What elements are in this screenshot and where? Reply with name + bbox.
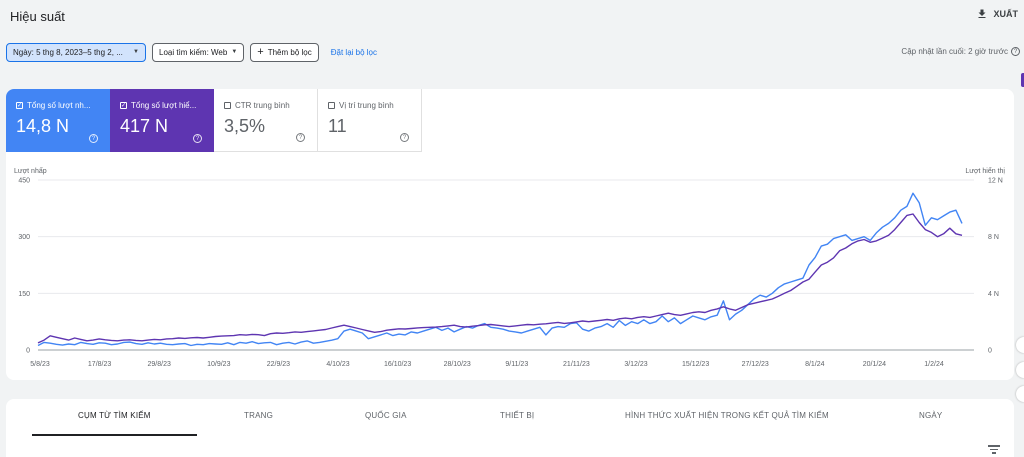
filter-list-icon[interactable] bbox=[988, 445, 1000, 456]
x-tick-label: 9/11/23 bbox=[505, 361, 528, 368]
metric-average-ctr[interactable]: CTR trung bình 3,5% ? bbox=[214, 89, 318, 152]
metric-cards: ✓ Tổng số lượt nh... 14,8 N ? ✓ Tổng số lư… bbox=[6, 89, 422, 152]
date-filter-chip[interactable]: Ngày: 5 thg 8, 2023–5 thg 2, ... ▼ bbox=[6, 42, 146, 62]
performance-card: Lượt nhấp Lượt hiển thị 450 12 N 300 8 N 150 4 … bbox=[6, 89, 1014, 380]
help-icon[interactable]: ? bbox=[296, 133, 305, 142]
checkbox-checked-icon[interactable]: ✓ bbox=[16, 102, 23, 109]
filter-bar: Ngày: 5 thg 8, 2023–5 thg 2, ... ▼ Loại … bbox=[6, 42, 377, 62]
metric-value: 3,5% bbox=[224, 116, 266, 136]
add-filter-button[interactable]: + Thêm bộ lọc bbox=[250, 42, 319, 62]
help-icon[interactable]: ? bbox=[400, 133, 409, 142]
side-action-button[interactable] bbox=[1016, 362, 1024, 378]
metric-label: Vị trí trung bình bbox=[339, 101, 394, 110]
add-filter-label: Thêm bộ lọc bbox=[267, 47, 312, 57]
metric-total-impressions[interactable]: ✓ Tổng số lượt hiể... 417 N ? bbox=[110, 89, 214, 152]
x-tick-label: 3/12/23 bbox=[624, 361, 647, 368]
active-tab-indicator bbox=[32, 434, 197, 436]
tab-queries[interactable]: CỤM TỪ TÌM KIẾM bbox=[78, 411, 151, 420]
metric-total-clicks[interactable]: ✓ Tổng số lượt nh... 14,8 N ? bbox=[6, 89, 110, 152]
x-tick-label: 28/10/23 bbox=[444, 361, 471, 368]
x-tick-label: 8/1/24 bbox=[805, 361, 825, 368]
y-tick-label-right: 0 bbox=[988, 348, 992, 355]
y-tick-label-right: 8 N bbox=[988, 234, 999, 241]
metric-label: CTR trung bình bbox=[235, 101, 290, 110]
search-type-chip[interactable]: Loại tìm kiếm: Web ▼ bbox=[152, 42, 245, 62]
reset-filters-link[interactable]: Đặt lại bộ lọc bbox=[330, 47, 377, 57]
checkbox-checked-icon[interactable]: ✓ bbox=[120, 102, 127, 109]
export-button[interactable]: XUẤT bbox=[976, 8, 1019, 20]
metric-label: Tổng số lượt nh... bbox=[27, 101, 91, 110]
x-tick-label: 4/10/23 bbox=[326, 361, 349, 368]
x-tick-label: 29/8/23 bbox=[148, 361, 171, 368]
y-tick-label-left: 300 bbox=[18, 234, 30, 241]
x-tick-label: 10/9/23 bbox=[207, 361, 230, 368]
x-tick-label: 1/2/24 bbox=[924, 361, 944, 368]
y-tick-label-right: 4 N bbox=[988, 291, 999, 298]
performance-chart: Lượt nhấp Lượt hiển thị 450 12 N 300 8 N 150 4 … bbox=[14, 166, 1005, 368]
caret-down-icon: ▼ bbox=[231, 49, 238, 55]
plus-icon: + bbox=[257, 45, 264, 58]
tab-countries[interactable]: QUỐC GIA bbox=[365, 411, 407, 420]
help-icon[interactable]: ? bbox=[193, 134, 202, 143]
dimension-tabs: CỤM TỪ TÌM KIẾM TRANG QUỐC GIA THIẾT BỊ … bbox=[6, 399, 1014, 457]
x-tick-label: 17/8/23 bbox=[88, 361, 111, 368]
help-icon[interactable]: ? bbox=[89, 134, 98, 143]
y-tick-label-left: 150 bbox=[18, 291, 30, 298]
metric-value: 11 bbox=[328, 116, 347, 136]
metric-average-position[interactable]: Vị trí trung bình 11 ? bbox=[318, 89, 422, 152]
tab-pages[interactable]: TRANG bbox=[244, 411, 273, 420]
tab-devices[interactable]: THIẾT BỊ bbox=[500, 411, 535, 420]
last-update-text: Cập nhật lần cuối: 2 giờ trước bbox=[901, 47, 1008, 56]
tab-dates[interactable]: NGÀY bbox=[919, 411, 943, 420]
page-title: Hiệu suất bbox=[10, 8, 65, 24]
y-tick-label-left: 450 bbox=[18, 178, 30, 185]
download-icon bbox=[978, 9, 985, 18]
x-tick-label: 22/9/23 bbox=[267, 361, 290, 368]
metric-label: Tổng số lượt hiể... bbox=[131, 101, 197, 110]
y-tick-label-left: 0 bbox=[26, 348, 30, 355]
clicks-series-line bbox=[37, 192, 963, 347]
help-icon[interactable]: ? bbox=[1011, 47, 1020, 56]
y-axis-title-left: Lượt nhấp bbox=[14, 166, 47, 175]
x-tick-label: 15/12/23 bbox=[682, 361, 709, 368]
metric-value: 14,8 N bbox=[16, 116, 70, 136]
top-bar: Hiệu suất bbox=[0, 0, 1024, 32]
checkbox-icon[interactable] bbox=[328, 102, 335, 109]
x-tick-label: 21/11/23 bbox=[563, 361, 590, 368]
caret-down-icon: ▼ bbox=[133, 49, 139, 55]
x-tick-label: 16/10/23 bbox=[384, 361, 411, 368]
y-axis-title-right: Lượt hiển thị bbox=[965, 167, 1005, 175]
x-tick-label: 5/8/23 bbox=[30, 361, 50, 368]
metric-value: 417 N bbox=[120, 116, 169, 136]
last-update: Cập nhật lần cuối: 2 giờ trước ? bbox=[901, 47, 1020, 56]
tab-search-appearance[interactable]: HÌNH THỨC XUẤT HIỆN TRONG KẾT QUẢ TÌM KI… bbox=[625, 411, 829, 420]
x-tick-label: 27/12/23 bbox=[742, 361, 769, 368]
side-action-button[interactable] bbox=[1016, 337, 1024, 353]
x-tick-label: 20/1/24 bbox=[863, 361, 886, 368]
date-filter-label: Ngày: 5 thg 8, 2023–5 thg 2, ... bbox=[13, 47, 123, 57]
export-label: XUẤT bbox=[993, 9, 1019, 19]
side-action-button[interactable] bbox=[1016, 386, 1024, 402]
search-type-label: Loại tìm kiếm: Web bbox=[159, 47, 228, 57]
y-tick-label-right: 12 N bbox=[988, 178, 1003, 185]
impressions-series-line bbox=[37, 213, 963, 344]
side-panel-tab[interactable] bbox=[1021, 73, 1024, 87]
checkbox-icon[interactable] bbox=[224, 102, 231, 109]
